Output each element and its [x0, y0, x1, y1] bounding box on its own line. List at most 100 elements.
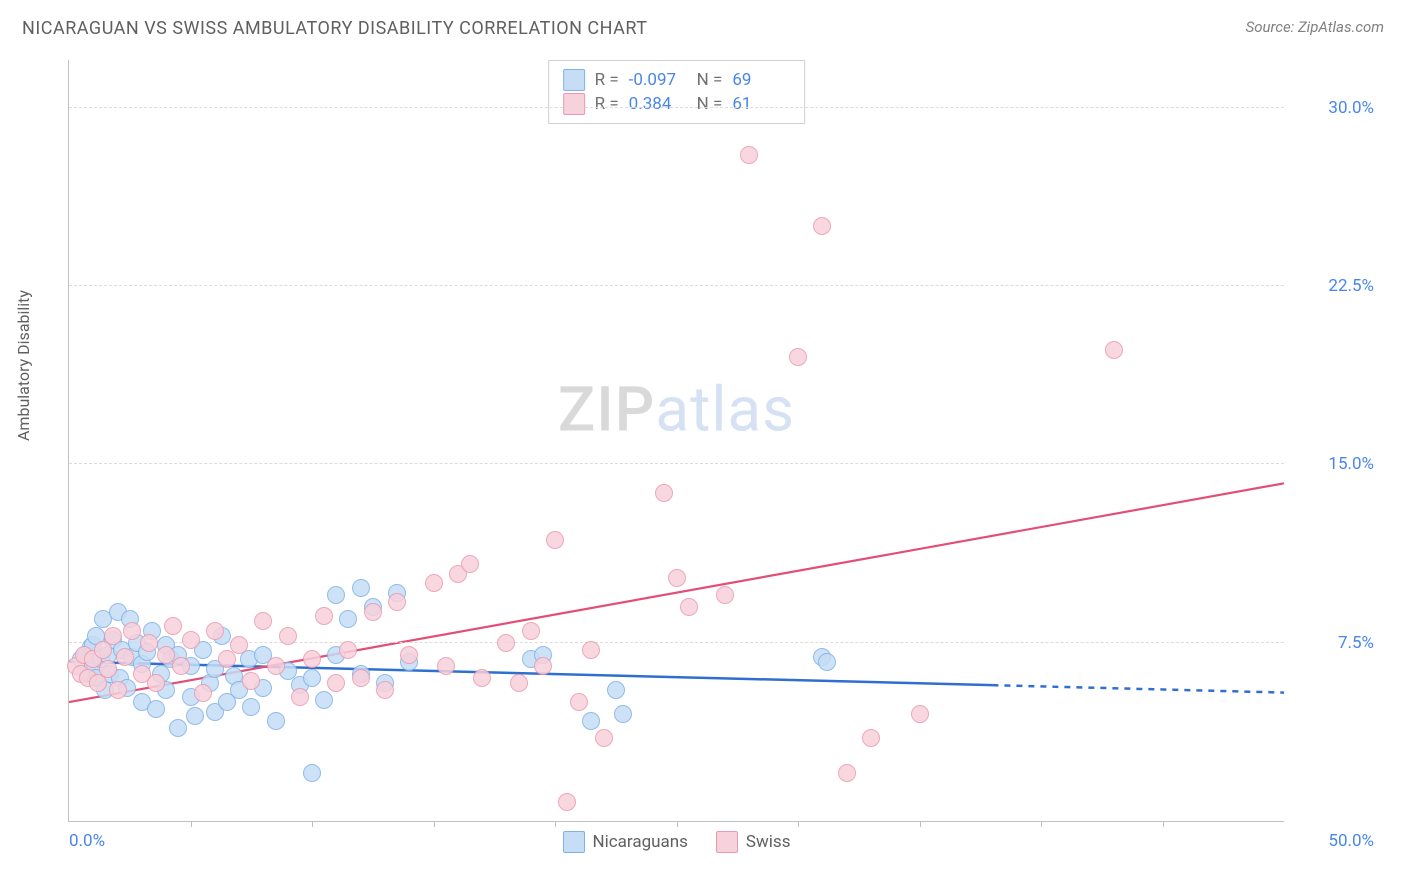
- stats-row-nicaraguans: R = -0.097 N = 69: [563, 69, 791, 91]
- stats-row-swiss: R = 0.384 N = 61: [563, 93, 791, 115]
- x-tick: [191, 821, 192, 827]
- scatter-point: [838, 764, 856, 782]
- scatter-point: [558, 793, 576, 811]
- scatter-point: [303, 669, 321, 687]
- x-tick: [555, 821, 556, 827]
- scatter-point: [813, 217, 831, 235]
- scatter-point: [352, 669, 370, 687]
- stats-legend-box: R = -0.097 N = 69 R = 0.384 N = 61: [548, 60, 806, 124]
- scatter-point: [510, 674, 528, 692]
- scatter-point: [740, 146, 758, 164]
- x-tick: [1041, 821, 1042, 827]
- scatter-point: [123, 622, 141, 640]
- scatter-point: [186, 707, 204, 725]
- scatter-point: [680, 598, 698, 616]
- scatter-point: [376, 681, 394, 699]
- scatter-point: [716, 586, 734, 604]
- scatter-point: [303, 764, 321, 782]
- y-tick-label: 15.0%: [1294, 454, 1374, 474]
- legend-item-swiss: Swiss: [716, 831, 791, 853]
- plot-area: ZIPatlas R = -0.097 N = 69 R = 0.384 N =…: [68, 60, 1284, 822]
- swatch-swiss-icon: [563, 93, 585, 115]
- source-credit: Source: ZipAtlas.com: [1246, 18, 1384, 36]
- scatter-point: [522, 622, 540, 640]
- scatter-point: [789, 348, 807, 366]
- scatter-point: [206, 622, 224, 640]
- scatter-point: [595, 729, 613, 747]
- scatter-point: [497, 634, 515, 652]
- y-tick-label: 7.5%: [1294, 633, 1374, 653]
- bottom-legend: Nicaraguans Swiss: [563, 831, 791, 853]
- trend-line-dashed: [992, 685, 1284, 692]
- scatter-point: [291, 688, 309, 706]
- y-axis-label: Ambulatory Disability: [14, 290, 33, 441]
- x-tick: [920, 821, 921, 827]
- scatter-point: [164, 617, 182, 635]
- scatter-point: [303, 650, 321, 668]
- scatter-point: [473, 669, 491, 687]
- swatch-swiss-icon: [716, 831, 738, 853]
- gridline: [69, 107, 1284, 108]
- scatter-point: [140, 634, 158, 652]
- gridline: [69, 463, 1284, 464]
- x-axis-min-label: 0.0%: [69, 831, 105, 851]
- trend-line: [69, 483, 1284, 702]
- scatter-point: [109, 681, 127, 699]
- scatter-point: [862, 729, 880, 747]
- scatter-point: [425, 574, 443, 592]
- scatter-point: [818, 653, 836, 671]
- scatter-point: [570, 693, 588, 711]
- swatch-nicaraguans-icon: [563, 69, 585, 91]
- scatter-point: [218, 650, 236, 668]
- scatter-point: [339, 641, 357, 659]
- scatter-point: [99, 660, 117, 678]
- scatter-point: [582, 641, 600, 659]
- scatter-point: [104, 627, 122, 645]
- scatter-point: [327, 674, 345, 692]
- scatter-point: [182, 631, 200, 649]
- scatter-point: [254, 612, 272, 630]
- x-axis-max-label: 50.0%: [1294, 831, 1374, 851]
- gridline: [69, 642, 1284, 643]
- scatter-point: [668, 569, 686, 587]
- scatter-point: [352, 579, 370, 597]
- legend-item-nicaraguans: Nicaraguans: [563, 831, 688, 853]
- scatter-point: [437, 657, 455, 675]
- scatter-point: [911, 705, 929, 723]
- scatter-point: [147, 674, 165, 692]
- scatter-point: [607, 681, 625, 699]
- scatter-point: [267, 712, 285, 730]
- x-tick: [312, 821, 313, 827]
- scatter-point: [242, 672, 260, 690]
- scatter-point: [194, 684, 212, 702]
- scatter-point: [461, 555, 479, 573]
- chart-title: NICARAGUAN VS SWISS AMBULATORY DISABILIT…: [22, 18, 648, 39]
- scatter-point: [655, 484, 673, 502]
- scatter-point: [388, 593, 406, 611]
- y-tick-label: 30.0%: [1294, 98, 1374, 118]
- x-tick: [434, 821, 435, 827]
- scatter-point: [315, 691, 333, 709]
- scatter-point: [582, 712, 600, 730]
- gridline: [69, 285, 1284, 286]
- scatter-point: [400, 646, 418, 664]
- scatter-point: [279, 627, 297, 645]
- scatter-point: [147, 700, 165, 718]
- scatter-point: [242, 698, 260, 716]
- chart-container: Ambulatory Disability ZIPatlas R = -0.09…: [22, 50, 1384, 872]
- scatter-point: [315, 607, 333, 625]
- swatch-nicaraguans-icon: [563, 831, 585, 853]
- y-tick-label: 22.5%: [1294, 276, 1374, 296]
- scatter-point: [172, 657, 190, 675]
- scatter-point: [546, 531, 564, 549]
- x-tick: [677, 821, 678, 827]
- scatter-point: [327, 586, 345, 604]
- scatter-point: [230, 636, 248, 654]
- x-tick: [798, 821, 799, 827]
- scatter-point: [614, 705, 632, 723]
- scatter-point: [364, 603, 382, 621]
- scatter-point: [339, 610, 357, 628]
- x-tick: [1163, 821, 1164, 827]
- scatter-point: [116, 648, 134, 666]
- watermark: ZIPatlas: [558, 374, 795, 447]
